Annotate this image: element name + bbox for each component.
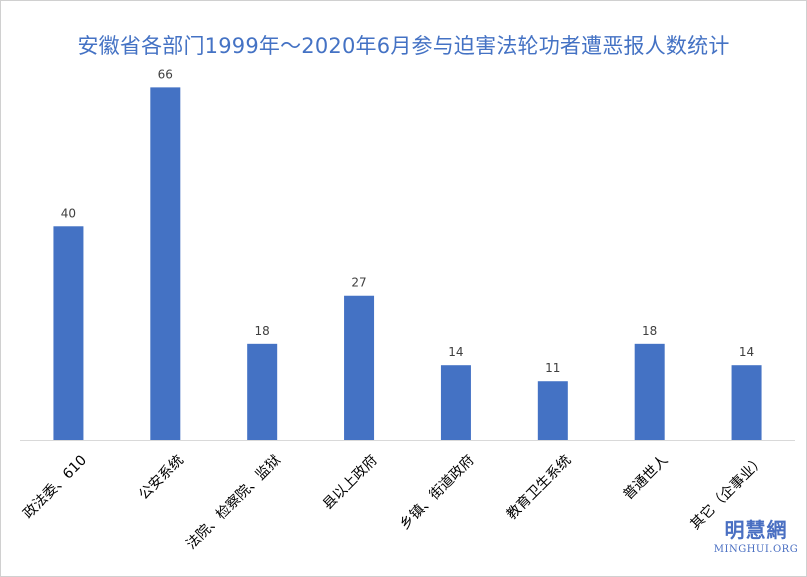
watermark-english: MINGHUI.ORG bbox=[713, 544, 799, 555]
value-label-5: 11 bbox=[545, 361, 560, 375]
category-label-1: 公安系统 bbox=[136, 452, 187, 503]
bar-5 bbox=[537, 381, 568, 440]
category-label-3: 县以上政府 bbox=[320, 452, 381, 513]
category-label-4: 乡镇、街道政府 bbox=[397, 452, 478, 533]
value-label-1: 66 bbox=[158, 67, 173, 81]
bars-group bbox=[53, 87, 762, 440]
value-label-4: 14 bbox=[448, 345, 463, 359]
value-label-0: 40 bbox=[61, 206, 76, 220]
value-label-2: 18 bbox=[255, 324, 270, 338]
value-label-3: 27 bbox=[351, 276, 366, 290]
bar-3 bbox=[344, 295, 375, 440]
category-label-6: 普通世人 bbox=[620, 452, 671, 503]
value-label-7: 14 bbox=[739, 345, 754, 359]
bar-1 bbox=[150, 87, 181, 440]
value-labels-group: 40 66 18 27 14 11 18 14 bbox=[61, 67, 754, 375]
category-label-2: 法院、检察院、监狱 bbox=[183, 452, 284, 553]
bar-6 bbox=[634, 343, 665, 440]
minghui-watermark: 明慧網 MINGHUI.ORG bbox=[708, 514, 804, 555]
bar-2 bbox=[247, 343, 278, 440]
chart-title: 安徽省各部门1999年～2020年6月参与迫害法轮功者遭恶报人数统计 bbox=[77, 34, 730, 58]
category-label-5: 教育卫生系统 bbox=[504, 452, 575, 523]
bar-4 bbox=[440, 365, 471, 440]
bar-7 bbox=[731, 365, 762, 440]
watermark-chinese: 明慧網 bbox=[724, 518, 788, 542]
value-label-6: 18 bbox=[642, 324, 657, 338]
bar-0 bbox=[53, 226, 84, 440]
category-label-0: 政法委、610 bbox=[20, 452, 90, 522]
